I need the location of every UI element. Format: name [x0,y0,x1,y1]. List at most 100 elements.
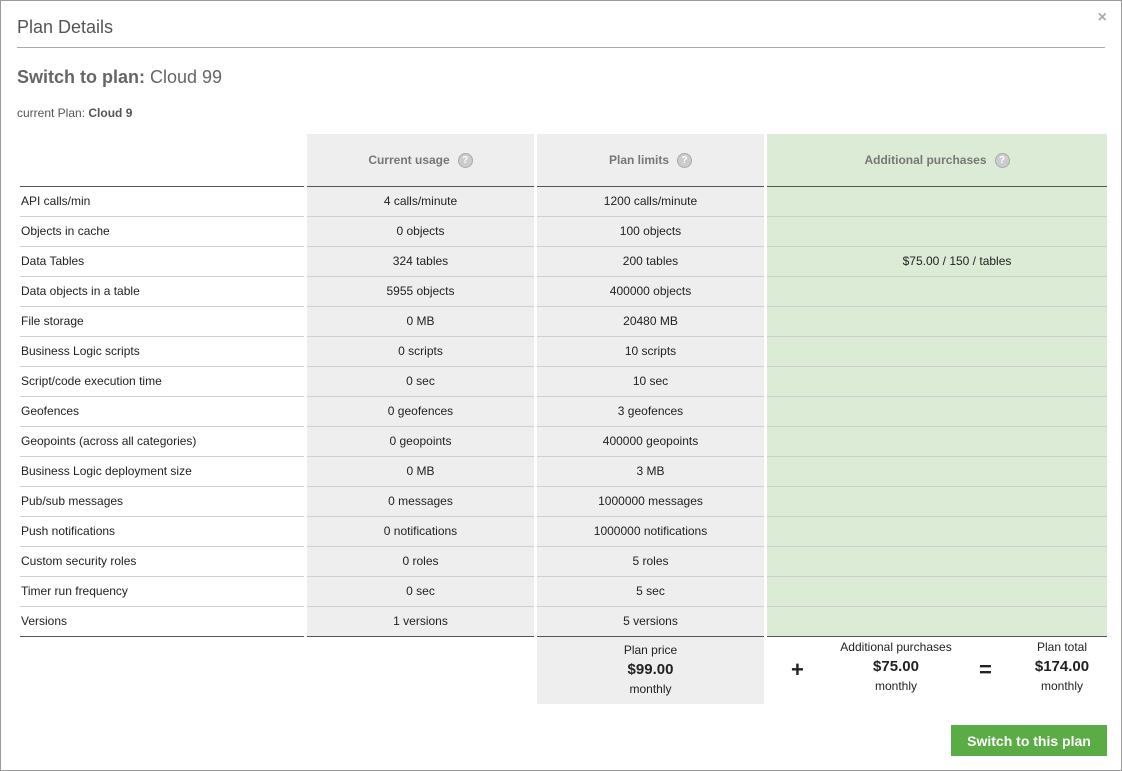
row-label: Data objects in a table [21,284,140,298]
row-current-usage: 0 roles [402,554,439,568]
row-divider [307,576,534,577]
row-divider [537,426,764,427]
header-current-usage-label: Current usage [368,153,450,167]
row-divider [537,336,764,337]
row-label: Versions [21,614,68,628]
row-divider [20,216,304,217]
help-icon[interactable]: ? [994,152,1010,168]
row-divider [20,576,304,577]
modal-title: Plan Details [17,17,114,37]
row-current-usage: 0 geofences [387,404,454,418]
row-divider [767,246,1107,247]
row-divider [537,396,764,397]
row-divider [20,306,304,307]
row-divider [767,336,1107,337]
row-divider [767,426,1107,427]
row-plan-limit: 5 versions [623,614,678,628]
row-current-usage: 0 MB [406,314,435,328]
row-label: Business Logic scripts [21,344,140,358]
row-plan-limit: 400000 geopoints [602,434,699,448]
footer-rule-limits [537,636,764,637]
row-divider [307,336,534,337]
row-additional-purchase [767,336,1122,366]
plan-total-value: $174.00 [1034,658,1090,675]
row-divider [307,366,534,367]
row-additional-purchase [767,306,1122,336]
row-divider [767,516,1107,517]
plan-price-period: monthly [629,682,672,696]
plan-price-label: Plan price [623,643,678,657]
row-divider [307,246,534,247]
row-label: Data Tables [21,254,85,268]
row-additional-purchase [767,366,1122,396]
row-plan-limit: 200 tables [622,254,679,268]
row-label: Geofences [21,404,80,418]
row-plan-limit: 10 scripts [624,344,677,358]
row-current-usage: 0 notifications [383,524,458,538]
row-label: File storage [21,314,84,328]
header-rule-additional [767,186,1107,187]
row-label: Geopoints (across all categories) [21,434,197,448]
row-divider [767,456,1107,457]
current-plan-name: Cloud 9 [88,106,133,120]
header-rule-usage [307,186,534,187]
row-plan-limit: 3 MB [636,464,665,478]
header-additional-label: Additional purchases [864,153,987,167]
row-current-usage: 0 scripts [398,344,443,358]
row-divider [307,426,534,427]
row-plan-limit: 5 sec [636,584,665,598]
switch-to-plan-button[interactable]: Switch to this plan [951,725,1107,756]
help-icon[interactable]: ? [457,152,473,168]
plan-price-value: $99.00 [627,661,674,678]
close-icon[interactable]: × [1097,9,1107,26]
row-divider [767,306,1107,307]
row-plan-limit: 100 objects [619,224,682,238]
current-usage-column [307,134,534,636]
row-divider [307,546,534,547]
row-divider [20,426,304,427]
row-divider [537,306,764,307]
row-divider [537,216,764,217]
title-divider [17,47,1105,48]
plan-total-summary: Plan total $174.00 monthly [1017,640,1107,693]
row-divider [20,516,304,517]
row-divider [20,456,304,457]
row-divider [537,576,764,577]
row-plan-limit: 5 roles [632,554,669,568]
row-current-usage: 0 sec [406,374,435,388]
row-plan-limit: 1000000 notifications [593,524,708,538]
row-divider [20,546,304,547]
plan-total-period: monthly [1040,679,1084,693]
row-divider [767,546,1107,547]
row-label: Pub/sub messages [21,494,124,508]
help-icon[interactable]: ? [677,152,693,168]
row-divider [20,606,304,607]
current-plan-line: current Plan: Cloud 9 [17,106,132,120]
row-divider [537,516,764,517]
row-plan-limit: 3 geofences [617,404,684,418]
row-label: Script/code execution time [21,374,162,388]
header-plan-limits: Plan limits ? [537,134,764,186]
row-divider [307,306,534,307]
additional-purchases-summary: Additional purchases $75.00 monthly [821,640,971,693]
plan-price-summary: Plan price $99.00 monthly [537,643,764,696]
row-additional-purchase [767,606,1122,636]
additional-purchases-column [767,134,1107,636]
row-divider [307,396,534,397]
row-divider [537,456,764,457]
row-current-usage: 0 MB [406,464,435,478]
row-current-usage: 4 calls/minute [383,194,458,208]
row-divider [537,546,764,547]
row-current-usage: 0 objects [396,224,445,238]
row-divider [767,606,1107,607]
row-current-usage: 324 tables [392,254,449,268]
switch-plan-name: Cloud 99 [150,67,223,87]
row-divider [307,216,534,217]
row-divider [20,246,304,247]
row-divider [767,396,1107,397]
row-additional-purchase [767,426,1122,456]
plus-sign: + [791,657,804,682]
row-divider [767,216,1107,217]
row-current-usage: 5955 objects [386,284,455,298]
